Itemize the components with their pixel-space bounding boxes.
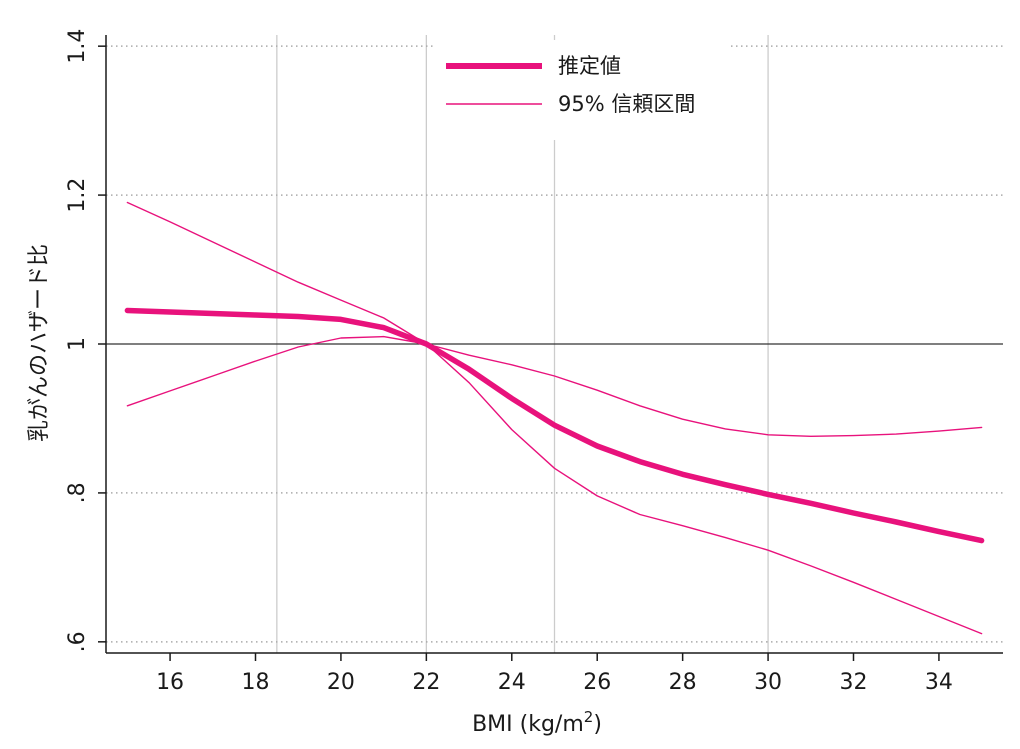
x-tick-label: 32 bbox=[840, 670, 868, 695]
x-tick-label: 20 bbox=[327, 670, 355, 695]
series-line-ci-upper bbox=[126, 201, 983, 437]
series-line-estimate bbox=[124, 307, 985, 544]
x-tick-label: 24 bbox=[498, 670, 526, 695]
y-tick-label: .8 bbox=[65, 482, 90, 503]
y-tick-label: 1 bbox=[65, 337, 90, 351]
legend-label: 95% 信頼区間 bbox=[558, 92, 695, 116]
legend: 推定値 95% 信頼区間 bbox=[434, 40, 730, 140]
x-axis-title-main: BMI (kg/m bbox=[472, 712, 584, 737]
x-tick-label: 30 bbox=[754, 670, 782, 695]
y-tick-label: 1.2 bbox=[65, 178, 90, 213]
x-axis-title-close: ) bbox=[593, 712, 602, 737]
y-tick-label: .6 bbox=[65, 631, 90, 652]
x-tick-label: 28 bbox=[669, 670, 697, 695]
x-tick-label: 22 bbox=[412, 670, 440, 695]
legend-label: 推定値 bbox=[558, 54, 621, 78]
x-axis-title-superscript: 2 bbox=[584, 708, 594, 726]
x-tick-label: 16 bbox=[156, 670, 184, 695]
series-layer bbox=[124, 201, 985, 635]
y-axis-title: 乳がんのハザード比 bbox=[27, 244, 52, 442]
x-tick-label: 34 bbox=[925, 670, 953, 695]
x-axis-title: BMI (kg/m2) bbox=[472, 708, 602, 737]
x-tick-label: 26 bbox=[583, 670, 611, 695]
series-line-ci-lower bbox=[126, 335, 983, 635]
x-tick-label: 18 bbox=[242, 670, 270, 695]
y-tick-label: 1.4 bbox=[65, 29, 90, 64]
legend-background bbox=[434, 40, 730, 140]
axis-layer: 16 18 20 22 24 26 28 30 32 34 .6 .8 1 1.2 1.4 bbox=[65, 29, 1003, 695]
